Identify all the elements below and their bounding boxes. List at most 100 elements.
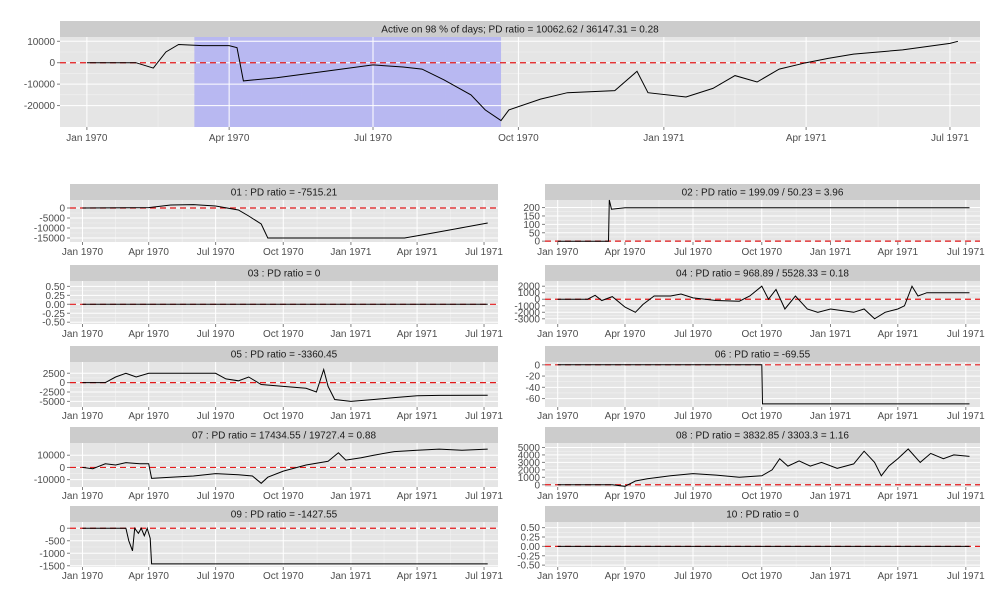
panel-title: 03 : PD ratio = 0 — [248, 269, 321, 280]
series-line-main — [86, 40, 959, 122]
x-tick-label: Apr 1970 — [128, 491, 169, 502]
x-tick-label: Jul 1970 — [354, 133, 392, 144]
y-tick-label: 50 — [529, 228, 541, 239]
panel-strip — [70, 346, 498, 362]
x-tick-label: Oct 1970 — [263, 491, 304, 502]
y-tick-label: -0.25 — [42, 309, 65, 320]
panel-08: 08 : PD ratio = 3832.85 / 3303.3 = 1.16 5… — [518, 427, 985, 502]
panel-title: 08 : PD ratio = 3832.85 / 3303.3 = 1.16 — [676, 431, 849, 442]
panel-01: 01 : PD ratio = -7515.21 0-5000-10000-150… — [34, 184, 503, 258]
panel-07: 07 : PD ratio = 17434.55 / 19727.4 = 0.8… — [34, 427, 503, 502]
y-tick-label: -40 — [526, 383, 541, 394]
y-tick-label: 10000 — [37, 451, 65, 462]
x-tick-label: Jan 1971 — [810, 329, 852, 340]
x-tick-label: Jan 1971 — [810, 411, 852, 422]
series-line-05 — [82, 367, 488, 402]
x-tick-label: Apr 1971 — [877, 411, 918, 422]
y-tick-label: 3000 — [518, 458, 541, 469]
panel-title: 07 : PD ratio = 17434.55 / 19727.4 = 0.8… — [192, 431, 376, 442]
panel-title: 09 : PD ratio = -1427.55 — [231, 510, 338, 521]
x-tick-label: Jul 1971 — [465, 329, 503, 340]
x-tick-label: Jan 1970 — [537, 247, 579, 258]
x-tick-label: Jan 1971 — [330, 329, 372, 340]
x-tick-label: Jul 1970 — [674, 571, 712, 582]
x-tick-label: Oct 1970 — [263, 247, 304, 258]
x-tick-label: Apr 1970 — [605, 329, 646, 340]
plot-background — [70, 200, 498, 242]
y-tick-label: 0 — [534, 480, 540, 491]
series-line-07 — [82, 448, 488, 484]
panel-06: 06 : PD ratio = -69.55 0-20-40-60 Jan 1970… — [526, 346, 985, 422]
x-tick-label: Oct 1970 — [741, 329, 782, 340]
series-line-01 — [82, 204, 488, 239]
y-tick-label: -0.25 — [517, 551, 540, 562]
y-tick-label: 1000 — [518, 288, 541, 299]
x-tick-label: Oct 1970 — [741, 411, 782, 422]
x-tick-label: Jul 1970 — [197, 247, 235, 258]
x-tick-label: Apr 1970 — [128, 329, 169, 340]
x-tick-label: Jan 1971 — [330, 491, 372, 502]
panel-title: 10 : PD ratio = 0 — [726, 510, 799, 521]
y-tick-label: 2000 — [518, 465, 541, 476]
x-tick-label: Apr 1971 — [877, 329, 918, 340]
y-tick-label: 0.50 — [521, 523, 541, 534]
panel-strip — [545, 346, 980, 362]
x-tick-label: Jul 1970 — [197, 491, 235, 502]
x-tick-label: Jul 1970 — [674, 247, 712, 258]
y-tick-label: 0.25 — [46, 291, 66, 302]
x-tick-label: Jul 1970 — [197, 571, 235, 582]
x-tick-label: Jul 1970 — [197, 411, 235, 422]
y-tick-label: 0.25 — [521, 533, 541, 544]
x-tick-label: Jan 1971 — [330, 571, 372, 582]
x-tick-label: Oct 1970 — [263, 329, 304, 340]
y-tick-label: -1000 — [39, 549, 65, 560]
y-tick-label: 0 — [534, 360, 540, 371]
y-tick-label: 0 — [59, 378, 65, 389]
y-tick-label: 0 — [534, 237, 540, 248]
panel-04: 04 : PD ratio = 968.89 / 5528.33 = 0.18 2… — [514, 265, 985, 340]
x-tick-label: Apr 1970 — [128, 411, 169, 422]
x-tick-label: Jul 1971 — [947, 411, 985, 422]
x-tick-label: Jul 1970 — [674, 491, 712, 502]
y-tick-label: -5000 — [39, 214, 65, 225]
y-tick-label: 0.00 — [46, 300, 66, 311]
y-tick-label: -0.50 — [42, 318, 65, 329]
x-tick-label: Jul 1971 — [465, 247, 503, 258]
panel-strip — [70, 265, 498, 281]
x-tick-label: Oct 1970 — [741, 491, 782, 502]
x-tick-label: Jan 1971 — [643, 133, 685, 144]
x-tick-label: Apr 1971 — [877, 491, 918, 502]
y-tick-label: 4000 — [518, 450, 541, 461]
y-tick-label: -15000 — [34, 234, 66, 245]
y-tick-label: 5000 — [518, 443, 541, 454]
y-tick-label: -20000 — [24, 101, 56, 112]
x-tick-label: Jan 1971 — [330, 411, 372, 422]
y-tick-label: 0.00 — [521, 542, 541, 553]
x-tick-label: Oct 1970 — [263, 411, 304, 422]
y-tick-label: 2500 — [43, 369, 66, 380]
x-tick-label: Jul 1971 — [947, 247, 985, 258]
panel-title: 06 : PD ratio = -69.55 — [715, 350, 811, 361]
x-tick-label: Apr 1970 — [128, 247, 169, 258]
panel-strip — [70, 184, 498, 200]
x-tick-label: Jan 1970 — [537, 491, 579, 502]
x-tick-label: Jan 1970 — [537, 571, 579, 582]
panel-title: 05 : PD ratio = -3360.45 — [231, 350, 338, 361]
x-tick-label: Oct 1970 — [741, 571, 782, 582]
y-tick-label: 0 — [59, 463, 65, 474]
plot-background — [545, 522, 980, 567]
x-tick-label: Jul 1971 — [947, 571, 985, 582]
panel-strip — [545, 265, 980, 281]
active-period-highlight — [194, 37, 502, 127]
x-tick-label: Jul 1971 — [465, 491, 503, 502]
y-tick-label: 0 — [59, 204, 65, 215]
x-tick-label: Jul 1971 — [947, 491, 985, 502]
y-tick-label: -10000 — [34, 224, 66, 235]
y-tick-label: 0 — [534, 295, 540, 306]
x-tick-label: Jul 1971 — [931, 133, 969, 144]
y-tick-label: 150 — [523, 211, 540, 222]
y-tick-label: 200 — [523, 203, 540, 214]
plot-background — [545, 443, 980, 487]
